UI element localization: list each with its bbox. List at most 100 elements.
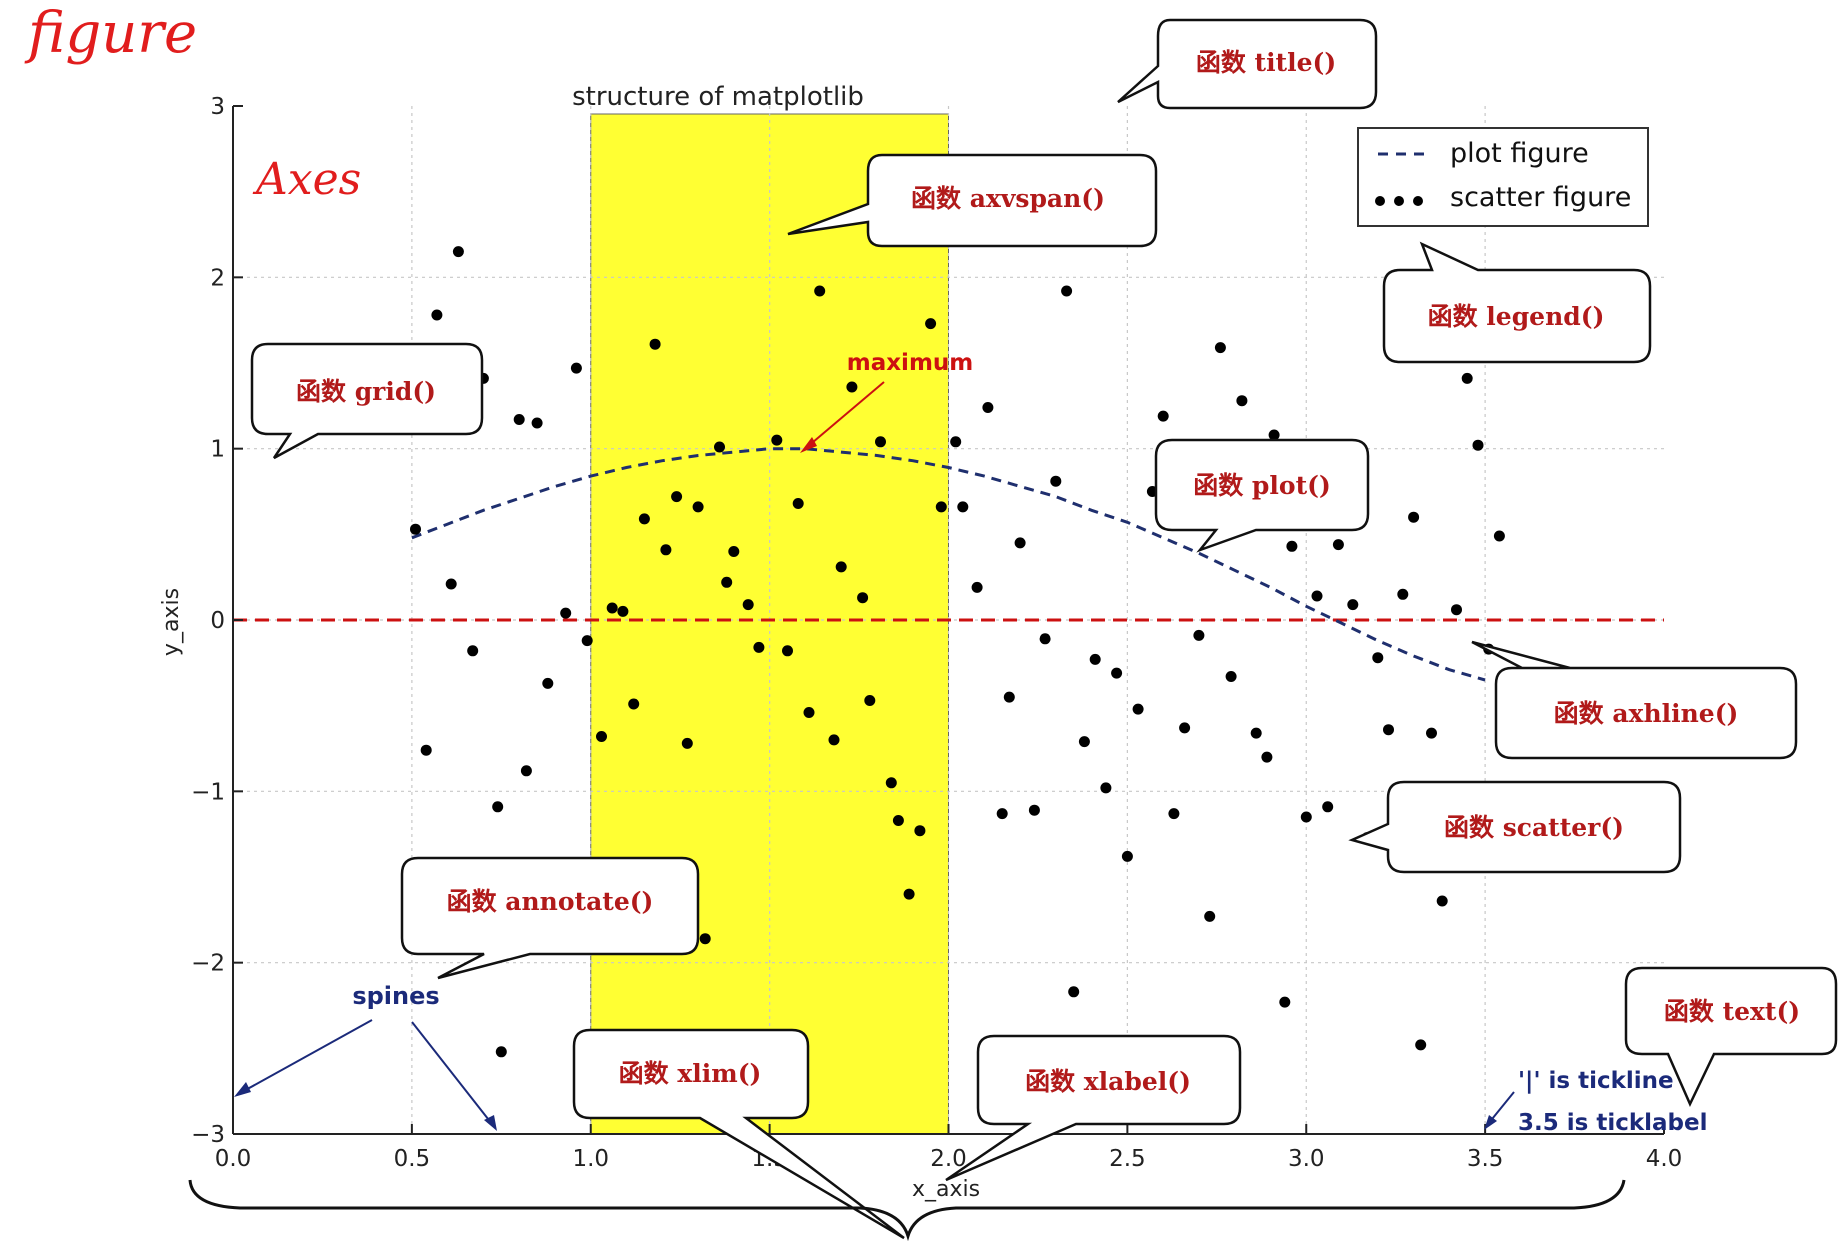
y-tick-label: 1 (210, 437, 225, 463)
scatter-point (996, 808, 1008, 820)
tick-note-arrowhead (1484, 1115, 1497, 1130)
legend-entry-scatter: scatter figure (1450, 182, 1631, 213)
scatter-point (957, 501, 969, 513)
x-tick-label: 2.5 (1109, 1146, 1146, 1172)
scatter-point (581, 635, 593, 647)
plot-line (411, 447, 1486, 682)
callout-axvspan-text: 函数 axvspan() (911, 184, 1105, 213)
scatter-point (1383, 724, 1394, 736)
scatter-point (495, 1046, 507, 1058)
y-tick-label: −2 (191, 951, 225, 977)
callout-bubble (400, 856, 700, 980)
scatter-point (671, 491, 683, 503)
maximum-annotation: maximum (800, 350, 973, 453)
callout-legend-text: 函数 legend() (1428, 302, 1605, 331)
tickline-note: '|' is tickline (1518, 1068, 1674, 1094)
callout-annotate: 函数 annotate() (400, 856, 700, 980)
spines-arrow-right (411, 1021, 493, 1125)
scatter-point (1426, 727, 1437, 739)
scatter-point (1493, 530, 1505, 542)
scatter-point (1461, 372, 1473, 384)
callout-xlabel: 函数 xlabel() (945, 1034, 1242, 1182)
scatter-point (431, 309, 443, 321)
scatter-point (467, 645, 479, 657)
scatter-point (982, 402, 994, 413)
scatter-point (1261, 751, 1273, 763)
y-tick-label: −1 (191, 779, 225, 805)
scatter-point (714, 441, 725, 453)
scatter-point (1311, 590, 1323, 602)
scatter-point (452, 246, 464, 258)
scatter-point (1100, 782, 1112, 794)
scatter-point (1286, 540, 1298, 552)
y-tick-label: −3 (191, 1122, 225, 1148)
scatter-point (1039, 633, 1051, 645)
scatter-point (542, 677, 554, 689)
scatter-point (628, 698, 640, 710)
x-tick-label: 0.0 (215, 1146, 252, 1172)
scatter-point (513, 414, 525, 425)
scatter-point (1268, 429, 1280, 441)
callout-legend: 函数 legend() (1382, 241, 1652, 364)
x-tick-label: 3.0 (1288, 1146, 1325, 1172)
scatter-point (971, 581, 983, 593)
axes-label: Axes (252, 154, 361, 205)
callout-axhline-text: 函数 axhline() (1554, 699, 1739, 728)
scatter-point (742, 599, 754, 611)
scatter-point (649, 338, 661, 350)
scatter-point (1332, 539, 1344, 551)
scatter-point (692, 501, 704, 513)
callout-bubble (1624, 966, 1838, 1107)
ticklabel-note: 3.5 is ticklabel (1518, 1110, 1708, 1136)
scatter-point (1028, 804, 1040, 816)
scatter-point (492, 801, 504, 813)
scatter-point (828, 734, 840, 746)
scatter-point (1347, 599, 1359, 611)
legend-dot (1413, 196, 1423, 206)
scatter-point (681, 737, 693, 749)
y-tick-label: 3 (210, 94, 225, 120)
scatter-point (617, 605, 629, 617)
plot-line-layer (411, 447, 1486, 682)
scatter-point (835, 561, 847, 573)
scatter-point (531, 417, 543, 429)
scatter-point (925, 318, 937, 330)
annotation-arrow (805, 381, 885, 449)
scatter-point (699, 933, 711, 945)
scatter-point (1397, 588, 1409, 600)
scatter-point (1472, 439, 1484, 451)
scatter-point (520, 765, 532, 777)
scatter-point (782, 645, 793, 657)
scatter-point (1014, 537, 1026, 549)
callout-text: 函数 text() (1624, 966, 1838, 1107)
chart-title: structure of matplotlib (572, 82, 864, 112)
spines-arrowhead-left (234, 1082, 251, 1097)
scatter-point (1157, 410, 1169, 422)
scatter-point (875, 436, 886, 448)
spines-label: spines (352, 982, 439, 1010)
scatter-point (1214, 342, 1226, 354)
scatter-point (857, 592, 869, 604)
scatter-point (1050, 475, 1062, 487)
callout-bubble (1382, 241, 1652, 364)
scatter-point (1300, 811, 1312, 823)
scatter-point (803, 707, 815, 718)
scatter-point (1121, 850, 1133, 862)
callout-bubble (1348, 780, 1682, 874)
scatter-point (1061, 285, 1073, 297)
callout-xlim-text: 函数 xlim() (619, 1059, 762, 1088)
y-axis-label: y_axis (159, 588, 184, 656)
scatter-point (1415, 1039, 1427, 1051)
spines-note: spines (234, 982, 497, 1131)
callout-bubble (787, 153, 1158, 248)
callout-scatter-text: 函数 scatter() (1444, 813, 1624, 842)
y-tick-label: 0 (210, 608, 225, 634)
scatter-point (1436, 895, 1448, 907)
callout-bubble (250, 342, 484, 460)
x-tick-label: 1.0 (572, 1146, 609, 1172)
scatter-point (885, 777, 897, 789)
legend-dot (1394, 196, 1404, 206)
callout-bubble (572, 1028, 905, 1240)
scatter-point (771, 434, 783, 446)
